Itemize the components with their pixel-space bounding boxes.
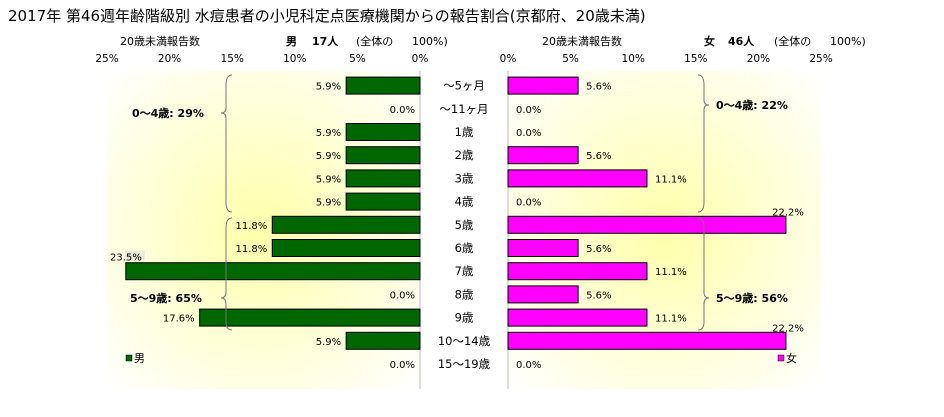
female-bar <box>507 76 579 95</box>
female-data-label: 0.0% <box>516 105 541 116</box>
male-bar <box>271 239 421 257</box>
male-bar <box>345 169 421 188</box>
male-tick-label: 0% <box>412 53 429 65</box>
male-data-label: 0.0% <box>390 105 415 116</box>
female-bar <box>507 146 579 165</box>
category-label: 3歳 <box>455 171 474 185</box>
male-brace-0-4 <box>220 74 233 213</box>
male-bar <box>199 308 421 327</box>
female-tick-label: 0% <box>500 53 517 65</box>
male-bar <box>125 262 421 281</box>
category-label: 8歳 <box>455 287 474 301</box>
female-data-label: 5.6% <box>586 244 611 255</box>
female-tick-label: 15% <box>684 53 707 65</box>
female-tick-label: 10% <box>622 53 645 65</box>
male-bar <box>345 123 421 141</box>
male-data-label: 5.9% <box>316 174 341 185</box>
male-tick-label: 5% <box>349 53 366 65</box>
category-label: 7歳 <box>455 264 474 278</box>
category-labels: ～5ヶ月 ～11ヶ月 1歳 2歳 3歳 4歳 5歳 6歳 7歳 8歳 9歳 10～14歳 15～19歳 <box>438 79 491 371</box>
male-annotation-0-4: 0～4歳: 29% <box>132 106 204 120</box>
male-bar <box>271 215 421 234</box>
female-data-label: 5.6% <box>586 82 611 93</box>
male-data-label: 5.9% <box>316 337 341 348</box>
female-data-label: 5.6% <box>586 151 611 162</box>
female-count: 46人 <box>728 34 755 48</box>
male-data-label: 5.9% <box>316 128 341 139</box>
category-label: 6歳 <box>455 241 474 255</box>
male-total-pct: 100%) <box>412 35 448 48</box>
male-total-label: (全体の <box>356 34 393 48</box>
male-tick-label: 25% <box>95 53 118 65</box>
female-bar <box>507 262 648 281</box>
male-data-label: 23.5% <box>110 253 142 264</box>
male-brace-5-9 <box>220 217 233 331</box>
category-label: 15～19歳 <box>438 357 491 371</box>
female-bar <box>507 285 579 304</box>
male-data-label: 0.0% <box>390 290 415 301</box>
category-label: 10～14歳 <box>438 334 491 348</box>
chart-title: 2017年 第46週年齢階級別 水痘患者の小児科定点医療機関からの報告割合(京都… <box>8 7 646 25</box>
female-total-pct: 100%) <box>830 35 866 48</box>
female-tick-label: 20% <box>747 53 770 65</box>
category-label: ～5ヶ月 <box>443 79 485 93</box>
female-bar <box>507 215 787 234</box>
male-bar <box>345 331 421 350</box>
female-data-label: 11.1% <box>655 174 687 185</box>
female-data-label: 0.0% <box>516 198 541 209</box>
category-label: 2歳 <box>455 148 474 162</box>
male-data-label: 5.9% <box>316 151 341 162</box>
female-annotation-0-4: 0～4歳: 22% <box>716 98 788 112</box>
female-data-label: 0.0% <box>516 128 541 139</box>
male-data-label: 11.8% <box>235 221 267 232</box>
male-sex-label: 男 <box>286 35 297 48</box>
female-annotation-5-9: 5～9歳: 56% <box>716 291 788 305</box>
male-count: 17人 <box>312 34 339 48</box>
data-labels: 5.9% 5.6% 0.0% 0.0% 5.9% 0.0% 5.9% 5.6% 5.9% 11.1… <box>110 82 804 371</box>
male-bar <box>345 76 421 95</box>
female-data-label: 5.6% <box>586 290 611 301</box>
female-axis-label: 20歳未満報告数 <box>542 35 622 48</box>
female-total-label: (全体の <box>774 34 811 48</box>
category-label: 4歳 <box>455 195 474 209</box>
female-tick-label: 25% <box>809 53 832 65</box>
female-sex-label: 女 <box>704 34 715 48</box>
legend-male-swatch <box>125 354 133 362</box>
male-bar <box>345 192 421 211</box>
legend-female-label: 女 <box>786 351 797 365</box>
female-data-label: 11.1% <box>655 314 687 325</box>
female-data-label: 11.1% <box>655 267 687 278</box>
female-data-label: 22.2% <box>772 207 804 218</box>
male-tick-label: 20% <box>158 53 181 65</box>
male-axis-label: 20歳未満報告数 <box>120 35 200 48</box>
male-data-label: 17.6% <box>163 314 195 325</box>
female-data-label: 22.2% <box>772 323 804 334</box>
bars <box>125 76 787 350</box>
female-brace-0-4 <box>697 74 710 213</box>
male-tick-label: 10% <box>283 53 306 65</box>
male-data-label: 5.9% <box>316 198 341 209</box>
male-bar <box>345 146 421 165</box>
female-tick-label: 5% <box>562 53 579 65</box>
category-label: 1歳 <box>455 125 474 139</box>
female-bar <box>507 169 648 188</box>
category-label: 5歳 <box>455 218 474 232</box>
male-label-bg <box>124 250 145 261</box>
legend-female-swatch <box>777 354 785 362</box>
category-label: 9歳 <box>455 311 474 325</box>
male-data-label: 5.9% <box>316 82 341 93</box>
male-annotation-5-9: 5～9歳: 65% <box>130 291 202 305</box>
legend-male-label: 男 <box>134 352 145 365</box>
category-label: ～11ヶ月 <box>439 102 488 116</box>
female-bar <box>507 308 648 327</box>
male-data-label: 11.8% <box>235 244 267 255</box>
female-brace-5-9 <box>697 217 710 331</box>
female-bar <box>507 331 787 350</box>
tick-labels: 25% 20% 15% 10% 5% 0% 0% 5% 10% 15% 20% 25% <box>95 53 832 65</box>
female-data-label: 0.0% <box>516 360 541 371</box>
male-data-label: 0.0% <box>390 360 415 371</box>
male-tick-label: 15% <box>221 53 244 65</box>
female-bar <box>507 239 579 257</box>
